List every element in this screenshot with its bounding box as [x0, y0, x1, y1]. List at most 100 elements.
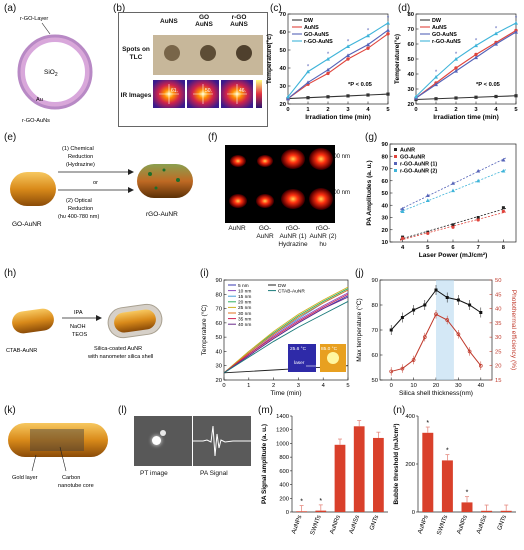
fit-line: [399, 157, 507, 210]
category-label: AuNRs: [456, 514, 469, 535]
col-aunr: AuNR: [228, 225, 246, 232]
y-tick-label: 50: [372, 378, 378, 384]
chart-c: 0 1 2 3 4 5 20 30 40 50 60 70 Irradiation time (min)…: [265, 12, 390, 121]
x-tick-label: 40: [478, 383, 484, 389]
significance-star: *: [446, 448, 449, 455]
category-label: GNTs: [496, 514, 508, 531]
gold-nanotube: [8, 423, 108, 457]
series-line: [223, 293, 349, 374]
x-tick-label: 6: [451, 245, 455, 251]
data-point: [434, 288, 438, 292]
significance-star: *: [387, 16, 390, 22]
panel-label-m: (m): [258, 405, 273, 416]
y2-tick-label: 15: [495, 378, 501, 384]
svg-text:NaOH: NaOH: [70, 324, 86, 330]
svg-text:50.: 50.: [205, 88, 212, 94]
series-line: [223, 296, 349, 374]
panel-e-diagram: GO-AuNR (1) Chemical Reduction (Hydrazin…: [10, 146, 193, 228]
y-tick-label: 1000: [276, 441, 289, 447]
y-tick-label: 40: [280, 66, 286, 72]
y-tick-label: 600: [279, 469, 289, 475]
data-point: [454, 57, 458, 61]
significance-star: *: [435, 70, 438, 76]
col-rgo-aunr-1: rGO- AuNR (1) Hydrazine: [278, 225, 308, 248]
significance-star: *: [475, 39, 478, 45]
bar-aunss: [481, 510, 493, 512]
bar-aunrs: [334, 444, 346, 512]
data-point: [445, 296, 449, 299]
inset-laser-label: laser: [294, 360, 305, 366]
y-tick-label: 200: [405, 462, 415, 468]
significance-star: *: [319, 498, 322, 505]
legend-label: DW: [278, 283, 286, 289]
panel-a-diagram: r-GO-Layer SiO2 Au r-GO-AuNs: [17, 16, 93, 124]
svg-text:or: or: [93, 180, 98, 186]
x-tick-label: 1: [247, 383, 250, 389]
data-point: [411, 358, 416, 362]
legend-swatch: [394, 169, 397, 172]
bar-aunss: [353, 426, 365, 512]
data-point: [306, 96, 310, 100]
y-tick-label: 800: [279, 455, 289, 461]
panel-label-h: (h): [4, 268, 17, 279]
svg-text:IPA: IPA: [74, 310, 83, 316]
bar-aunrs: [461, 502, 473, 512]
y-tick-label: 60: [216, 321, 222, 327]
data-point: [400, 206, 405, 211]
series-line-go-auns: [415, 31, 517, 99]
x-axis-label: Irradiation time (min): [305, 114, 371, 121]
data-point: [456, 298, 460, 302]
legend-label: 40 nm: [238, 322, 251, 328]
x-tick-label: 0: [390, 383, 393, 389]
x-tick-label: 3: [346, 107, 350, 113]
x-tick-label: 0: [414, 107, 417, 113]
category-label: AuNPs: [290, 514, 303, 534]
x-tick-label: 4: [401, 245, 405, 251]
data-point: [389, 328, 393, 332]
panel-label-a: (a): [4, 3, 17, 14]
svg-text:CTAB-AuNR: CTAB-AuNR: [6, 348, 37, 354]
svg-text:Carbon: Carbon: [62, 475, 80, 481]
category-label: AuNSs: [348, 514, 361, 534]
y-tick-label: 70: [372, 328, 378, 334]
chart-n: 0 200 400 Bubble threshold (mJ/cm²) * AuNPs * S…: [393, 414, 516, 536]
panel-h-diagram: CTAB-AuNR IPA NaOH TEOS Silica-coated Au…: [6, 303, 163, 360]
svg-text:61.: 61.: [171, 88, 178, 94]
data-point: [478, 363, 483, 368]
legend-label: AuNR: [400, 148, 415, 154]
y-axis-label: Temperature(°c): [265, 34, 273, 84]
x-tick-label: 1: [306, 107, 310, 113]
panel-label-f: (f): [208, 132, 218, 143]
y-tick-label: 80: [382, 154, 388, 160]
chart-d: 0 1 2 3 4 5 20 30 40 50 60 70 80 Irradiation time (mi…: [393, 12, 518, 121]
data-point: [386, 92, 390, 96]
y-tick-label: 90: [382, 142, 388, 148]
row-800nm: 800 nm: [330, 190, 351, 196]
y-tick-label: 20: [280, 102, 286, 108]
x-tick-label: 5: [386, 107, 390, 113]
pa-image-grid: [225, 145, 335, 223]
legend-label: r-GO-AuNS: [432, 39, 461, 45]
y2-tick-label: 40: [495, 307, 501, 313]
col-go-aunr: GO- AuNR: [256, 225, 274, 240]
data-point: [400, 316, 404, 319]
fit-line: [399, 211, 507, 241]
ctab-aunr-rod: [12, 308, 54, 334]
data-point: [501, 209, 505, 213]
series-line: [223, 301, 349, 374]
chart-g: 4 5 6 7 8 10 20 30 40 50 60 70 80 90 Laser Power (mJ/c…: [366, 142, 517, 259]
bar-swnts: [315, 510, 327, 512]
x-axis-label: Irradiation time (min): [433, 114, 499, 121]
svg-text:(1) Chemical: (1) Chemical: [62, 146, 94, 152]
legend-label: DW: [432, 18, 442, 24]
legend-label: r-GO-AuNR (1): [400, 162, 437, 168]
data-point: [366, 93, 370, 97]
pa-signal-label: PA Signal: [200, 470, 228, 477]
y-tick-label: 50: [382, 191, 388, 197]
y2-axis-label: Photothermal efficiency (%): [510, 290, 517, 371]
x-tick-label: 2: [454, 107, 457, 113]
legend-label: CTAB-AuNR: [278, 288, 305, 294]
pt-image-label: PT image: [140, 470, 168, 477]
data-point: [326, 71, 330, 76]
y2-tick-label: 50: [495, 278, 501, 284]
